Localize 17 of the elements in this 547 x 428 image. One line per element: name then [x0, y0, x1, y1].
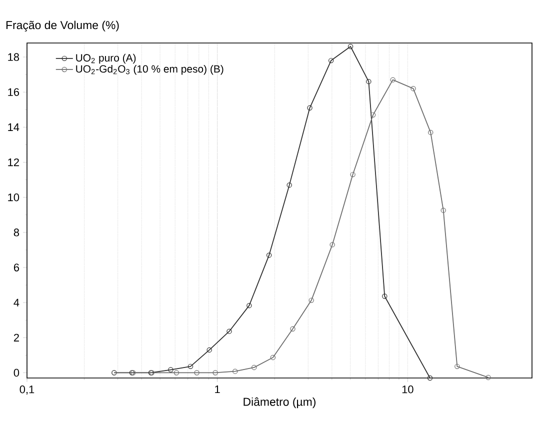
x-tick-label: 0,1 — [20, 386, 34, 395]
y-tick-label: 6 — [14, 264, 20, 272]
y-tick-label: 10 — [8, 193, 20, 202]
legend-label: UO$_{2}$-Gd$_{2}$O$_{3}$ (10 % em peso) (B) — [76, 64, 224, 75]
y-tick-label: 0 — [14, 368, 20, 377]
y-tick-label: 12 — [8, 158, 19, 166]
legend-label: UO$_{2}$ puro (A) — [76, 54, 136, 64]
y-tick-label: 4 — [14, 298, 20, 306]
y-tick-label: 18 — [8, 53, 20, 61]
x-tick-label: 1 — [215, 386, 220, 394]
x-tick-label: 10 — [402, 386, 414, 394]
y-tick-label: 8 — [14, 228, 20, 236]
y-tick-label: 16 — [8, 88, 20, 96]
y-tick-label: 14 — [8, 123, 20, 131]
x-axis-title: Diâmetro (µm) — [244, 397, 316, 408]
y-tick-label: 2 — [14, 334, 19, 342]
y-axis-title: Fração de Volume (%) — [6, 20, 119, 32]
